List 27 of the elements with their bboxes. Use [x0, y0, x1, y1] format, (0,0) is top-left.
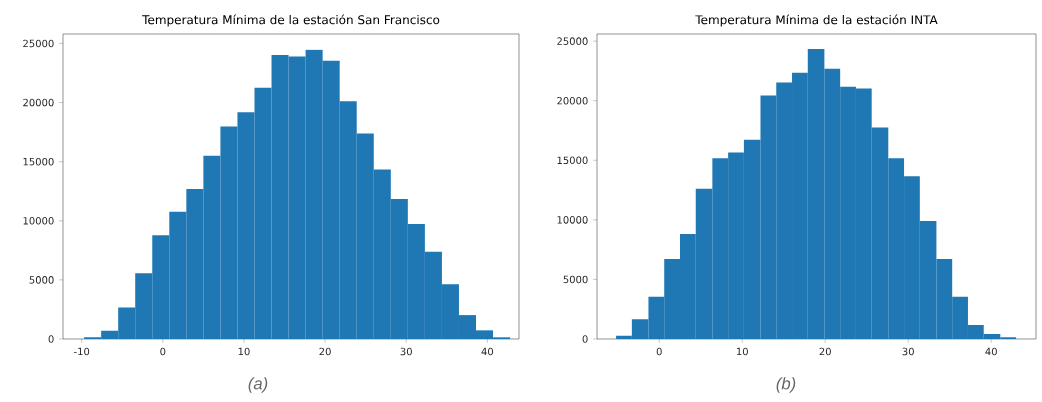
x-tick-label: 40 — [985, 347, 997, 356]
x-tick-label: 10 — [736, 347, 748, 356]
y-tick-label: 25000 — [23, 39, 54, 48]
y-tick-label: 10000 — [557, 216, 588, 224]
chart-title: Temperatura Mínima de la estación INTA — [695, 14, 938, 27]
x-tick-label: 0 — [160, 347, 166, 356]
y-tick-label: 5000 — [29, 276, 54, 284]
x-tick-label: 10 — [238, 347, 250, 356]
text: (b) — [776, 377, 796, 393]
y-tick-label: 15000 — [557, 156, 588, 165]
x-tick-label: 20 — [819, 347, 831, 356]
x-tick-label: 0 — [656, 347, 662, 356]
x-tick-label: 30 — [400, 347, 412, 356]
y-tick-label: 15000 — [23, 157, 54, 166]
y-tick-label: 25000 — [557, 37, 588, 45]
x-tick-label: 20 — [319, 347, 331, 356]
y-tick-label: 5000 — [563, 275, 588, 284]
x-tick-label: -10 — [73, 347, 90, 356]
text: (a) — [248, 377, 268, 393]
y-tick-label: 10000 — [23, 216, 54, 225]
y-tick-label: 0 — [582, 335, 588, 343]
x-tick-label: 40 — [481, 347, 494, 356]
y-tick-label: 0 — [48, 335, 54, 343]
x-tick-label: 30 — [902, 347, 914, 356]
y-tick-label: 20000 — [557, 96, 588, 105]
y-tick-label: 20000 — [23, 98, 54, 107]
chart-title: Temperatura Mínima de la estación San Francisco — [142, 14, 440, 27]
